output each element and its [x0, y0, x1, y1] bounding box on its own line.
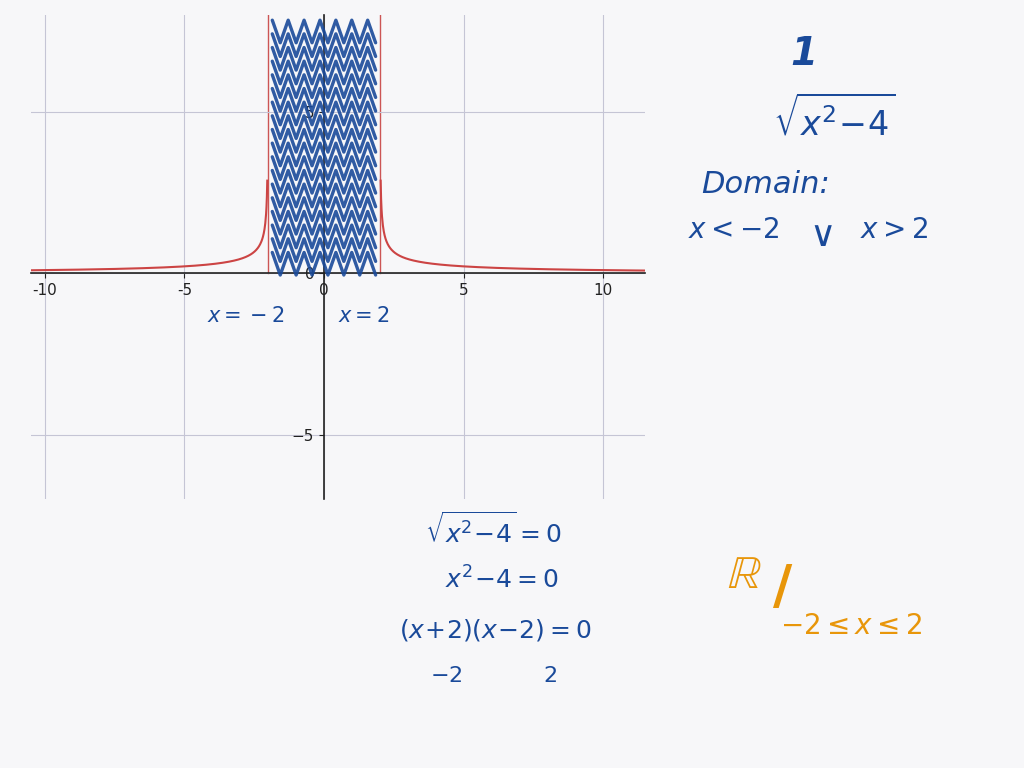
Text: $\mathbb{R}$: $\mathbb{R}$ — [727, 554, 762, 598]
Text: $\sqrt{x^2\!-\!4}$: $\sqrt{x^2\!-\!4}$ — [773, 95, 895, 143]
Text: $-2 \leq x \leq 2$: $-2 \leq x \leq 2$ — [780, 612, 923, 640]
Text: $\vee$: $\vee$ — [809, 219, 833, 253]
Text: $x < -2$: $x < -2$ — [688, 217, 779, 244]
Text: $-2$: $-2$ — [430, 666, 463, 686]
Text: $\sqrt{x^2\!-\!4} = 0$: $\sqrt{x^2\!-\!4} = 0$ — [425, 511, 561, 548]
Text: /: / — [773, 561, 793, 614]
Text: $2$: $2$ — [543, 666, 557, 686]
Text: $(x\!+\!2)(x\!-\!2)=0$: $(x\!+\!2)(x\!-\!2)=0$ — [399, 617, 592, 643]
Text: $x^2\!-\!4 = 0$: $x^2\!-\!4 = 0$ — [445, 566, 559, 594]
Text: 1: 1 — [791, 35, 817, 73]
Text: $x > 2$: $x > 2$ — [860, 217, 928, 244]
Text: Domain:: Domain: — [701, 170, 830, 199]
Text: $x = 2$: $x = 2$ — [338, 306, 389, 326]
Text: $x = -2$: $x = -2$ — [207, 306, 284, 326]
